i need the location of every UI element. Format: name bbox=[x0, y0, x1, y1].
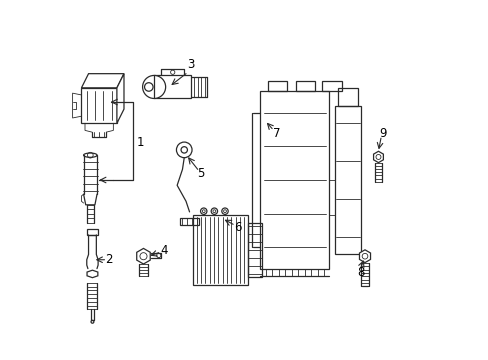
Bar bbox=[247, 222, 261, 278]
Bar bbox=[295, 81, 315, 91]
Text: 7: 7 bbox=[273, 127, 280, 140]
Polygon shape bbox=[81, 74, 124, 88]
Bar bbox=[87, 229, 98, 235]
Text: 2: 2 bbox=[105, 253, 113, 266]
Text: 9: 9 bbox=[379, 127, 386, 140]
Text: 1: 1 bbox=[136, 136, 143, 149]
Polygon shape bbox=[373, 151, 383, 163]
Polygon shape bbox=[117, 74, 124, 123]
Bar bbox=[267, 81, 286, 91]
Bar bbox=[154, 76, 191, 99]
Circle shape bbox=[142, 76, 165, 99]
Bar bbox=[193, 215, 247, 284]
Text: 6: 6 bbox=[234, 221, 242, 234]
Bar bbox=[322, 81, 341, 91]
Bar bbox=[334, 105, 361, 255]
Text: 4: 4 bbox=[160, 244, 167, 257]
Bar bbox=[179, 217, 199, 225]
Text: 5: 5 bbox=[197, 167, 204, 180]
Text: 8: 8 bbox=[356, 266, 364, 279]
Bar bbox=[260, 91, 329, 269]
Text: 3: 3 bbox=[186, 58, 194, 71]
Bar bbox=[338, 88, 357, 105]
Bar bbox=[81, 88, 117, 123]
Polygon shape bbox=[359, 250, 370, 262]
Polygon shape bbox=[137, 248, 150, 264]
Circle shape bbox=[144, 83, 153, 91]
Polygon shape bbox=[87, 270, 98, 278]
